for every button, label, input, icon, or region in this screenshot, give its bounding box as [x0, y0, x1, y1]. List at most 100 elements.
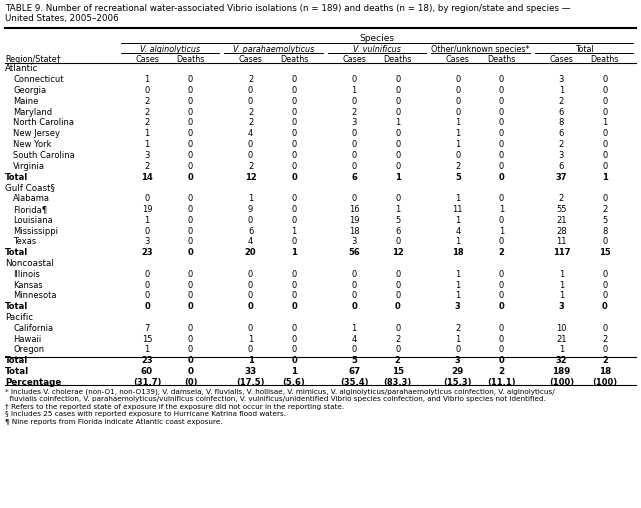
Text: (100): (100): [592, 378, 617, 387]
Text: 0: 0: [247, 302, 253, 311]
Text: Cases: Cases: [238, 55, 263, 64]
Text: 0: 0: [188, 237, 193, 246]
Text: 8: 8: [603, 227, 608, 236]
Text: Total: Total: [5, 356, 28, 365]
Text: 0: 0: [395, 302, 401, 311]
Text: 0: 0: [188, 248, 194, 257]
Text: V. alginolyticus: V. alginolyticus: [140, 45, 200, 54]
Text: 0: 0: [499, 291, 504, 300]
Text: (17.5): (17.5): [237, 378, 265, 387]
Text: 2: 2: [499, 248, 504, 257]
Text: 0: 0: [188, 97, 193, 106]
Text: 0: 0: [603, 108, 608, 117]
Text: 18: 18: [349, 227, 360, 236]
Text: 4: 4: [248, 237, 253, 246]
Text: Gulf Coast§: Gulf Coast§: [5, 183, 55, 193]
Text: 0: 0: [292, 345, 297, 354]
Text: 0: 0: [292, 162, 297, 171]
Text: 2: 2: [603, 334, 608, 343]
Text: 0: 0: [188, 75, 193, 84]
Text: 0: 0: [292, 140, 297, 149]
Text: 0: 0: [248, 270, 253, 279]
Text: 1: 1: [559, 86, 564, 95]
Text: 12: 12: [245, 173, 256, 181]
Text: 0: 0: [351, 75, 357, 84]
Text: 8: 8: [559, 118, 564, 128]
Text: Cases: Cases: [549, 55, 573, 64]
Text: (83.3): (83.3): [383, 378, 412, 387]
Text: 1: 1: [395, 205, 401, 214]
Text: 0: 0: [499, 270, 504, 279]
Text: 0: 0: [499, 173, 504, 181]
Text: 1: 1: [559, 280, 564, 290]
Text: 21: 21: [556, 334, 567, 343]
Text: 1: 1: [248, 334, 253, 343]
Text: 2: 2: [248, 118, 253, 128]
Text: Percentage: Percentage: [5, 378, 62, 387]
Text: 10: 10: [556, 324, 567, 333]
Text: Minnesota: Minnesota: [13, 291, 56, 300]
Text: 28: 28: [556, 227, 567, 236]
Text: 1: 1: [559, 291, 564, 300]
Text: 0: 0: [188, 216, 193, 225]
Text: 0: 0: [188, 205, 193, 214]
Text: Total: Total: [575, 45, 594, 54]
Text: 0: 0: [351, 270, 357, 279]
Text: 1: 1: [247, 356, 254, 365]
Text: 2: 2: [248, 162, 253, 171]
Text: 0: 0: [395, 86, 401, 95]
Text: 6: 6: [559, 130, 564, 138]
Text: Pacific: Pacific: [5, 313, 33, 322]
Text: 0: 0: [292, 108, 297, 117]
Text: 0: 0: [188, 86, 193, 95]
Text: 0: 0: [292, 270, 297, 279]
Text: Deaths: Deaths: [487, 55, 515, 64]
Text: 2: 2: [395, 356, 401, 365]
Text: 2: 2: [144, 108, 149, 117]
Text: Oregon: Oregon: [13, 345, 44, 354]
Text: 0: 0: [395, 97, 401, 106]
Text: 1: 1: [144, 140, 149, 149]
Text: 0: 0: [292, 75, 297, 84]
Text: Deaths: Deaths: [383, 55, 412, 64]
Text: 0: 0: [188, 356, 194, 365]
Text: 5: 5: [603, 216, 608, 225]
Text: Georgia: Georgia: [13, 86, 46, 95]
Text: Deaths: Deaths: [176, 55, 204, 64]
Text: 3: 3: [559, 75, 564, 84]
Text: 0: 0: [603, 130, 608, 138]
Text: 1: 1: [455, 270, 460, 279]
Text: 0: 0: [188, 162, 193, 171]
Text: Hawaii: Hawaii: [13, 334, 41, 343]
Text: Cases: Cases: [446, 55, 470, 64]
Text: 0: 0: [499, 194, 504, 203]
Text: 0: 0: [499, 130, 504, 138]
Text: 0: 0: [292, 194, 297, 203]
Text: 6: 6: [559, 162, 564, 171]
Text: 0: 0: [395, 237, 401, 246]
Text: 0: 0: [292, 280, 297, 290]
Text: 0: 0: [188, 173, 194, 181]
Text: 2: 2: [144, 97, 149, 106]
Text: 0: 0: [144, 194, 149, 203]
Text: 21: 21: [556, 216, 567, 225]
Text: 0: 0: [499, 216, 504, 225]
Text: 0: 0: [351, 302, 357, 311]
Text: 2: 2: [559, 140, 564, 149]
Text: 2: 2: [602, 356, 608, 365]
Text: Total: Total: [5, 367, 29, 376]
Text: 0: 0: [603, 345, 608, 354]
Text: 1: 1: [455, 237, 460, 246]
Text: 6: 6: [395, 227, 401, 236]
Text: 0: 0: [351, 162, 357, 171]
Text: 1: 1: [559, 270, 564, 279]
Text: 0: 0: [351, 280, 357, 290]
Text: Cases: Cases: [135, 55, 159, 64]
Text: 0: 0: [188, 130, 193, 138]
Text: 9: 9: [248, 205, 253, 214]
Text: 0: 0: [499, 356, 504, 365]
Text: 0: 0: [499, 86, 504, 95]
Text: 0: 0: [248, 151, 253, 160]
Text: 0: 0: [144, 291, 149, 300]
Text: 0: 0: [292, 237, 297, 246]
